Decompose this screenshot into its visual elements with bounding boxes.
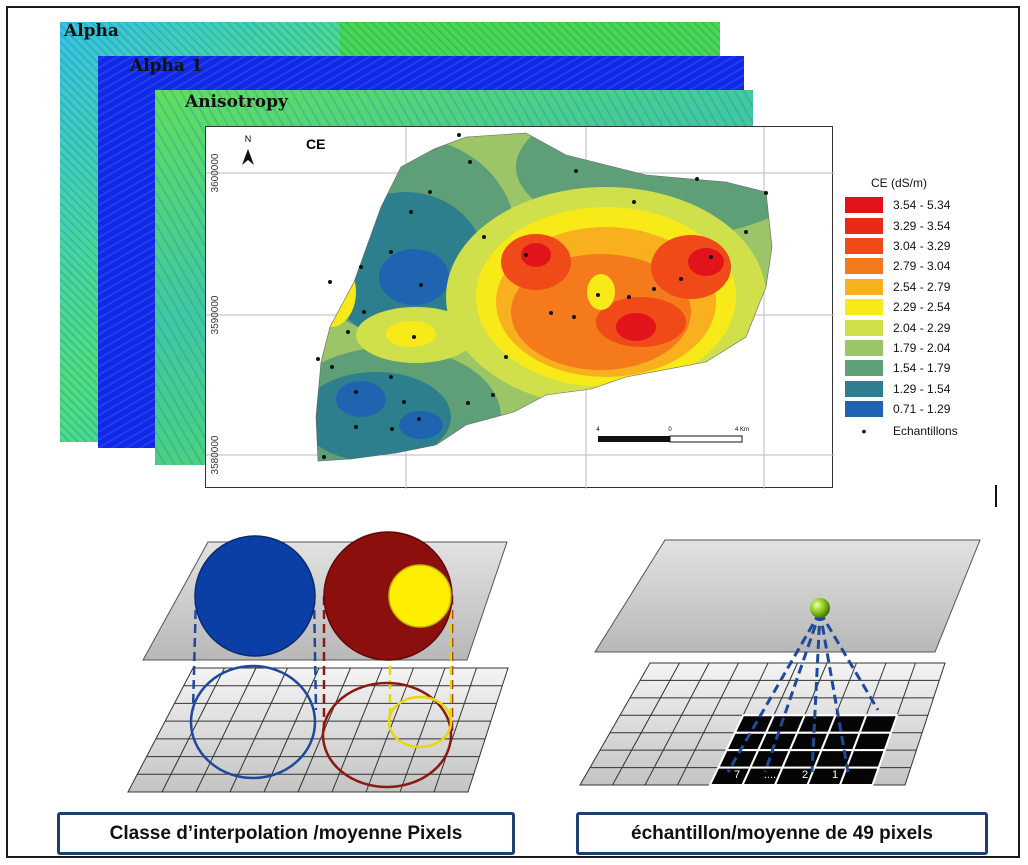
left-diagram	[128, 532, 508, 792]
caption-left-text: Classe d’interpolation /moyenne Pixels	[110, 823, 463, 845]
cell-label: 1	[832, 769, 838, 781]
cell-label: ....	[764, 769, 776, 781]
sample-pixel-cell	[860, 715, 897, 732]
caption-right-text: échantillon/moyenne de 49 pixels	[631, 823, 933, 845]
caption-left: Classe d’interpolation /moyenne Pixels	[57, 812, 515, 855]
sample-pixel-cell	[847, 750, 885, 767]
sample-pixel-cell	[840, 768, 879, 785]
right-upper-plate	[595, 540, 980, 652]
right-diagram: 7 .... 2 1	[580, 540, 980, 785]
yellow-class-circle	[389, 565, 451, 627]
sample-pixel-cell	[853, 733, 891, 750]
sample-point-sphere-icon	[810, 598, 830, 618]
cell-label: 7	[734, 769, 740, 781]
caption-right: échantillon/moyenne de 49 pixels	[576, 812, 988, 855]
cell-label: 2	[802, 769, 808, 781]
blue-class-circle	[195, 536, 315, 656]
